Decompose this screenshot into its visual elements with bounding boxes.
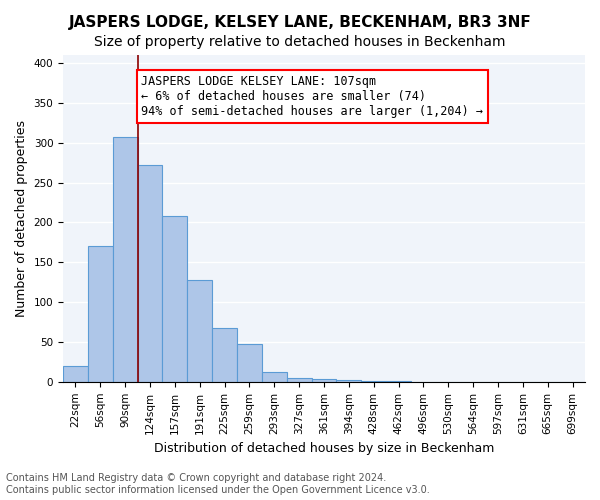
Bar [361, 381, 386, 382]
Bar [88, 246, 113, 382]
Bar [262, 372, 287, 382]
Y-axis label: Number of detached properties: Number of detached properties [15, 120, 28, 317]
Bar [287, 378, 311, 382]
Bar [63, 366, 88, 382]
Text: JASPERS LODGE, KELSEY LANE, BECKENHAM, BR3 3NF: JASPERS LODGE, KELSEY LANE, BECKENHAM, B… [68, 15, 532, 30]
Bar [237, 344, 262, 382]
Bar [187, 280, 212, 382]
Bar [337, 380, 361, 382]
X-axis label: Distribution of detached houses by size in Beckenham: Distribution of detached houses by size … [154, 442, 494, 455]
Bar [386, 381, 411, 382]
Text: Size of property relative to detached houses in Beckenham: Size of property relative to detached ho… [94, 35, 506, 49]
Bar [163, 216, 187, 382]
Bar [311, 380, 337, 382]
Bar [113, 137, 137, 382]
Text: Contains HM Land Registry data © Crown copyright and database right 2024.
Contai: Contains HM Land Registry data © Crown c… [6, 474, 430, 495]
Bar [137, 165, 163, 382]
Text: JASPERS LODGE KELSEY LANE: 107sqm
← 6% of detached houses are smaller (74)
94% o: JASPERS LODGE KELSEY LANE: 107sqm ← 6% o… [142, 75, 484, 118]
Bar [212, 328, 237, 382]
